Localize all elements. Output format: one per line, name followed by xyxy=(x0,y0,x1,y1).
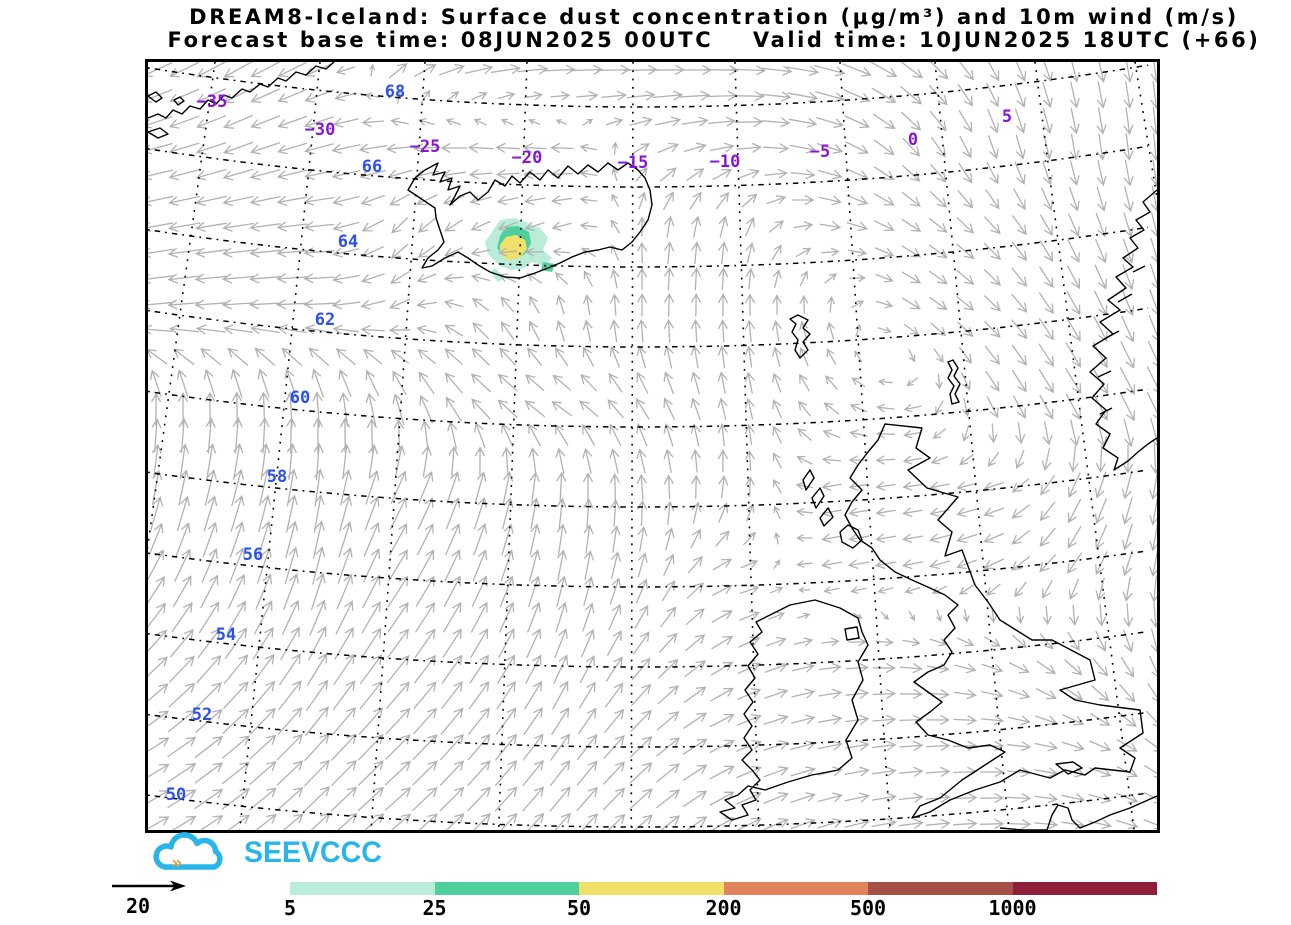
latitude-label: 54 xyxy=(216,625,236,645)
longitude-label: −20 xyxy=(512,148,543,168)
colorbar-segment xyxy=(579,882,724,895)
latitude-label: 62 xyxy=(315,310,335,330)
svg-text:»: » xyxy=(171,853,183,874)
longitude-label: 0 xyxy=(908,130,918,150)
logo-text: SEEVCCC xyxy=(244,836,382,869)
latitude-label: 68 xyxy=(385,82,405,102)
dust-colorbar xyxy=(290,882,1157,895)
longitude-label: −30 xyxy=(305,120,336,140)
title-block: DREAM8-Iceland: Surface dust concentrati… xyxy=(140,6,1288,52)
colorbar-segment xyxy=(290,882,435,895)
longitude-label: −15 xyxy=(618,153,649,173)
colorbar-segment xyxy=(1012,882,1157,895)
colorbar-segment xyxy=(868,882,1013,895)
dust-concentration-layer xyxy=(485,218,555,282)
latitude-label: 58 xyxy=(267,467,287,487)
longitude-label: −10 xyxy=(710,152,741,172)
latitude-label: 52 xyxy=(192,705,212,725)
map-frame: 68 66 64 62 60 58 56 54 52 50 −35 −30 −25 −20 −15 −10 −5… xyxy=(145,59,1160,833)
wind-legend-value: 20 xyxy=(126,894,151,918)
longitude-label: 5 xyxy=(1002,107,1012,127)
wind-speed-legend: 20 xyxy=(108,878,228,918)
colorbar-tick-label: 25 xyxy=(422,896,447,920)
graticule-layer xyxy=(148,62,1157,830)
legend: 20 5 25 50 200 500 1000 xyxy=(0,876,1291,922)
latitude-label: 56 xyxy=(243,545,263,565)
longitude-label: −25 xyxy=(410,137,441,157)
colorbar-tick-label: 5 xyxy=(283,896,297,920)
colorbar-segment xyxy=(434,882,579,895)
colorbar-segment xyxy=(723,882,868,895)
latitude-label: 50 xyxy=(166,785,186,805)
longitude-label: −35 xyxy=(197,92,228,112)
page-subtitle: Forecast base time: 08JUN2025 00UTC Vali… xyxy=(167,28,1261,52)
longitude-label: −5 xyxy=(810,142,830,162)
page-title: DREAM8-Iceland: Surface dust concentrati… xyxy=(189,5,1239,29)
wind-arrow-icon xyxy=(112,880,186,892)
colorbar-tick-label: 500 xyxy=(849,896,887,920)
latitude-label: 60 xyxy=(290,388,310,408)
latitude-label: 64 xyxy=(338,232,358,252)
colorbar-tick-label: 200 xyxy=(705,896,742,920)
colorbar-tick-label: 1000 xyxy=(988,896,1037,920)
cloud-icon: » xyxy=(153,832,223,874)
seevccc-logo: » SEEVCCC xyxy=(146,832,389,874)
coastline-layer xyxy=(148,62,1157,830)
latitude-label: 66 xyxy=(362,157,382,177)
colorbar-tick-label: 50 xyxy=(566,896,592,920)
wind-arrow-layer xyxy=(148,62,1157,830)
